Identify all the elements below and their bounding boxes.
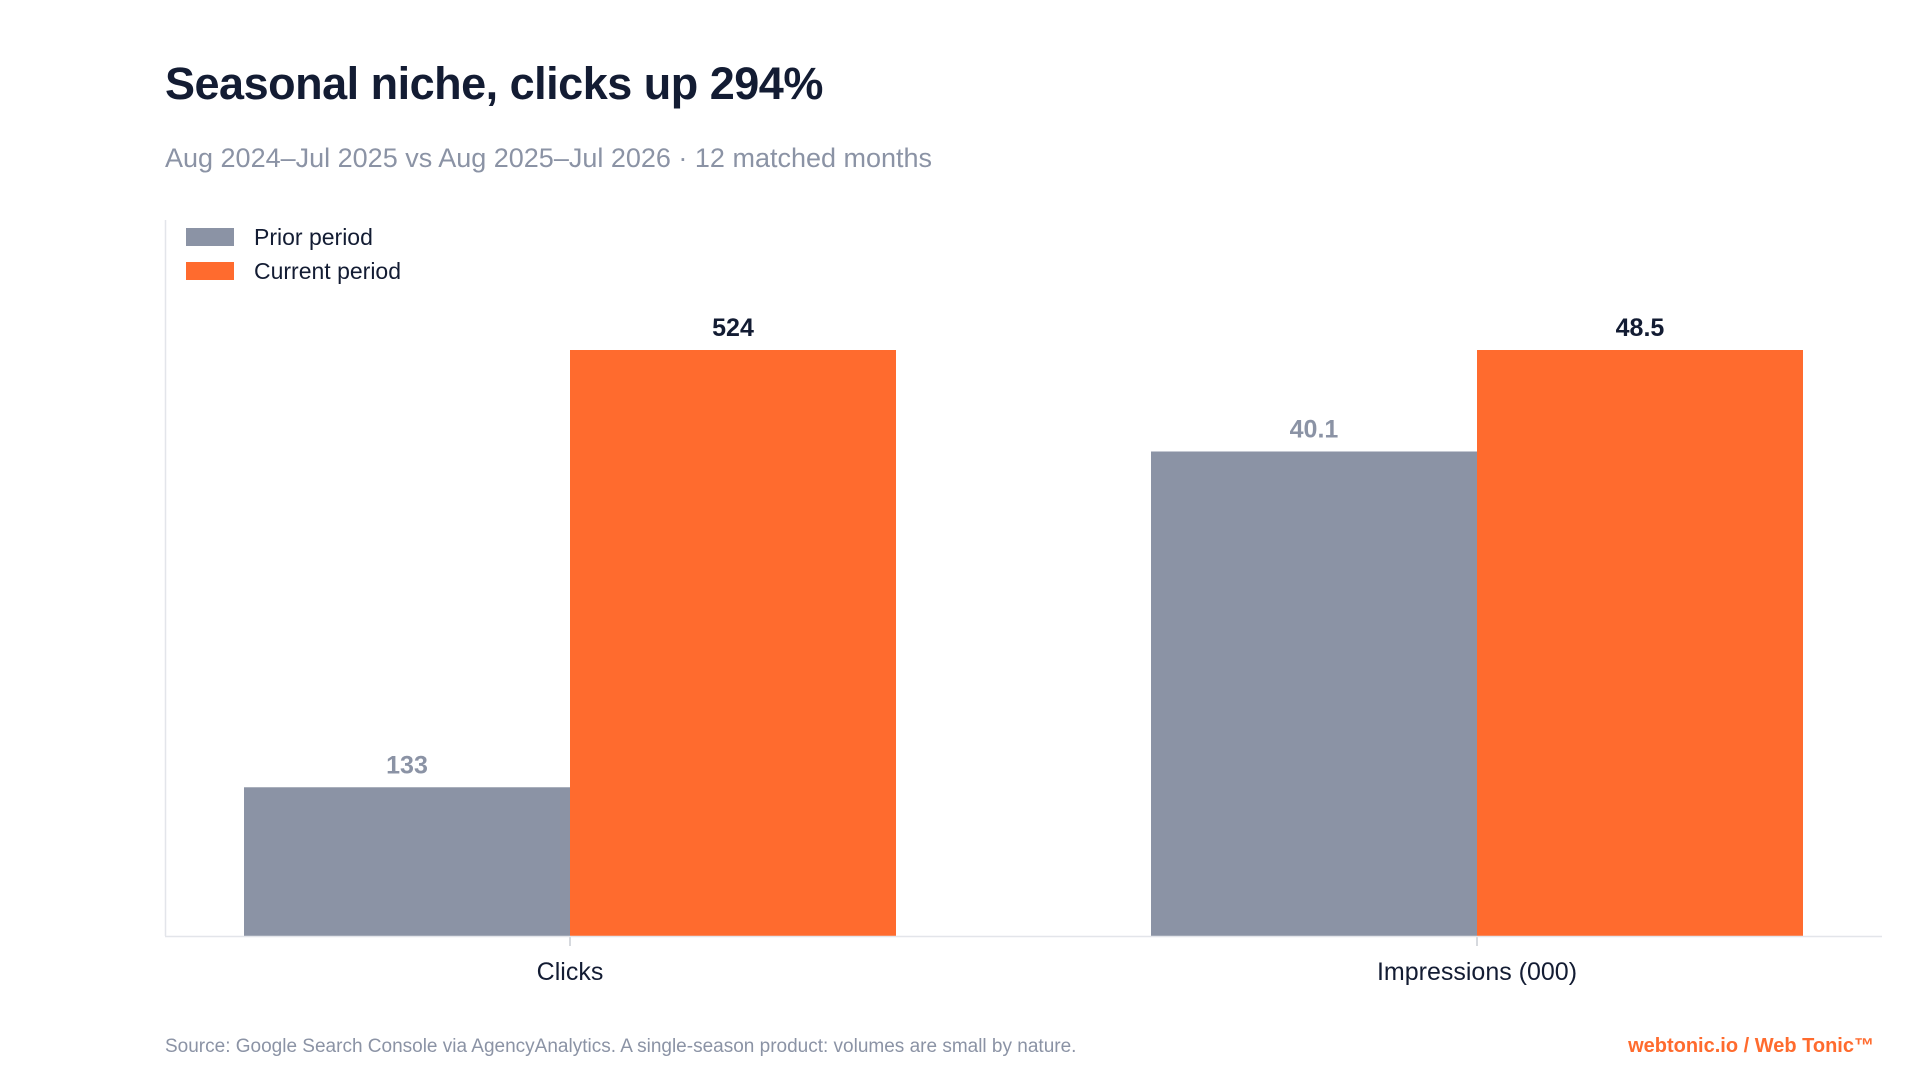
legend-item-prior: Prior period <box>186 220 401 254</box>
bar-clicks-prior <box>244 787 570 936</box>
legend-swatch-prior <box>186 228 234 246</box>
bar-impressions-000-current <box>1477 350 1803 936</box>
source-note: Source: Google Search Console via Agency… <box>165 1036 1077 1057</box>
x-tick-label-0: Clicks <box>537 958 604 986</box>
legend-item-current: Current period <box>186 254 401 288</box>
legend-swatch-current <box>186 262 234 280</box>
legend-label-prior: Prior period <box>254 223 373 250</box>
bar-impressions-000-prior <box>1151 451 1477 936</box>
chart-title: Seasonal niche, clicks up 294% <box>165 58 823 109</box>
chart-subtitle: Aug 2024–Jul 2025 vs Aug 2025–Jul 2026 ·… <box>165 143 933 173</box>
data-label-current-1: 48.5 <box>1616 314 1665 342</box>
x-tick-label-1: Impressions (000) <box>1377 958 1577 986</box>
data-label-prior-1: 40.1 <box>1290 415 1339 443</box>
brand-credit: webtonic.io / Web Tonic™ <box>1628 1035 1874 1057</box>
data-label-current-0: 524 <box>712 314 754 342</box>
legend-label-current: Current period <box>254 257 402 284</box>
bar-clicks-current <box>570 350 896 936</box>
chart-legend: Prior period Current period <box>186 220 401 288</box>
data-label-prior-0: 133 <box>386 751 428 779</box>
